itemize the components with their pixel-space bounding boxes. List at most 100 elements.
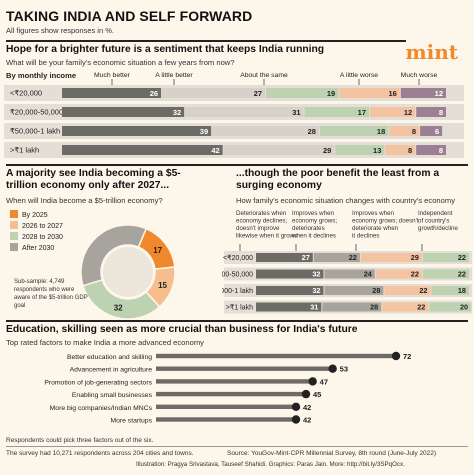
data-label: 28 (370, 303, 378, 312)
legend-swatch (10, 232, 18, 240)
bar-segment (256, 269, 324, 279)
bar-segment (322, 302, 382, 312)
section4-subtitle: Top rated factors to make India a more a… (6, 338, 204, 347)
section2-subtitle: When will India become a $5-trillion eco… (6, 196, 163, 205)
section-rule (6, 164, 468, 166)
section2-title: A majority see India becoming a $5-trill… (6, 168, 181, 191)
section-rule (6, 320, 468, 322)
data-label: 13 (373, 146, 381, 155)
legend-label: A little worse (340, 72, 378, 79)
data-label: 22 (417, 303, 425, 312)
bar-segment (212, 126, 319, 136)
data-label: 22 (411, 270, 419, 279)
bar-segment (324, 269, 375, 279)
section3-title: ...though the poor benefit the least fro… (236, 168, 440, 191)
data-label: 22 (419, 286, 427, 295)
factor-value: 45 (313, 390, 321, 399)
legend-label: By 2025 (22, 212, 48, 219)
row-label: >₹1 lakh (226, 304, 253, 312)
row-label: ₹50,000-1 lakh (10, 127, 60, 136)
bar-segment (431, 286, 469, 295)
data-label: 32 (312, 286, 320, 295)
legend-swatch (10, 210, 18, 218)
factor-label: More big companies/Indian MNCs (50, 405, 153, 412)
bar-segment (62, 145, 223, 155)
bar-segment (422, 269, 469, 279)
bar-end-dot (301, 389, 311, 399)
bar-segment (266, 88, 339, 98)
bar-segment (416, 107, 446, 117)
data-label: 31 (310, 303, 318, 312)
factor-value: 53 (340, 365, 348, 374)
page-title: TAKING INDIA AND SELF FORWARD (6, 8, 253, 24)
footnote-sample: The survey had 10,271 respondents across… (6, 450, 194, 457)
data-label: 24 (364, 270, 373, 279)
data-label: 8 (439, 146, 443, 155)
page-subtitle: All figures show responses in %. (6, 26, 114, 35)
bar-end-dot (391, 351, 401, 361)
donut-hole (103, 247, 153, 297)
bar-segment (389, 126, 420, 136)
factor-bar (156, 417, 296, 422)
data-label: 39 (200, 127, 208, 136)
factor-value: 47 (320, 377, 328, 386)
bar-segment (375, 269, 422, 279)
data-label: 42 (211, 146, 219, 155)
bar-segment (324, 286, 384, 295)
row-label: <₹20,000 (10, 89, 42, 98)
bar-segment (370, 107, 416, 117)
column-header: Independent of country's growth/decline (418, 210, 458, 232)
bar-segment (256, 302, 322, 312)
factor-label: Promotion of job-generating sectors (44, 379, 152, 386)
data-label: 27 (302, 253, 310, 262)
factor-bar (156, 379, 313, 384)
bar-segment (304, 107, 369, 117)
footer-rule (6, 446, 468, 447)
slice-label: 32 (114, 304, 123, 313)
legend-label: Much worse (401, 72, 438, 79)
bar-end-dot (328, 364, 337, 373)
subsample-note: Sub-sample: 4,749 respondents who were a… (14, 279, 88, 309)
factor-value: 42 (303, 403, 311, 412)
bar-segment (339, 88, 400, 98)
data-label: 32 (312, 270, 320, 279)
bar-segment (382, 302, 429, 312)
data-label: 6 (435, 127, 439, 136)
bar-segment (256, 253, 313, 262)
factors-chart: Better education and skilling 72 Advanceme… (44, 351, 411, 425)
legend-label: 2026 to 2027 (22, 223, 63, 230)
column-header: Deteriorates when economy declines; doesn'… (236, 210, 297, 240)
data-label: 32 (173, 108, 181, 117)
section4-title: Education, skilling seen as more crucial… (6, 324, 358, 335)
bar-segment (185, 107, 304, 117)
economy-change-chart: Deteriorates when economy declines; doesn'… (222, 210, 472, 314)
data-label: 12 (435, 89, 443, 98)
credits-note: Illustration: Pragya Srivastava, Tauseef… (136, 461, 405, 468)
bar-segment (335, 145, 385, 155)
factor-bar (156, 353, 396, 359)
mint-logo: mint (405, 40, 458, 64)
data-label: 8 (408, 146, 412, 155)
factor-bar (156, 391, 306, 397)
legend-label: After 2030 (22, 245, 54, 252)
data-label: 20 (460, 303, 468, 312)
data-label: 19 (327, 89, 335, 98)
data-label: 26 (150, 89, 158, 98)
factor-value: 42 (303, 416, 311, 425)
bar-segment (422, 253, 469, 262)
row-label: ₹20,000-50,000 (222, 271, 253, 279)
bar-segment (313, 253, 360, 262)
data-label: 18 (377, 127, 385, 136)
legend-label: About the same (240, 72, 288, 79)
legend-label: 2028 to 2030 (22, 234, 63, 241)
source-note: Source: YouGov-Mint-CPR Millennial Surve… (227, 450, 437, 457)
data-label: 31 (292, 108, 300, 117)
bar-segment (256, 286, 324, 295)
legend-label: A little better (155, 72, 193, 79)
data-label: 8 (439, 108, 443, 117)
data-label: 27 (254, 89, 262, 98)
legend-swatch (10, 243, 18, 251)
row-label: ₹20,000-50,000 (10, 108, 63, 117)
factor-label: Advancement in agriculture (70, 367, 153, 374)
data-label: 16 (388, 89, 396, 98)
